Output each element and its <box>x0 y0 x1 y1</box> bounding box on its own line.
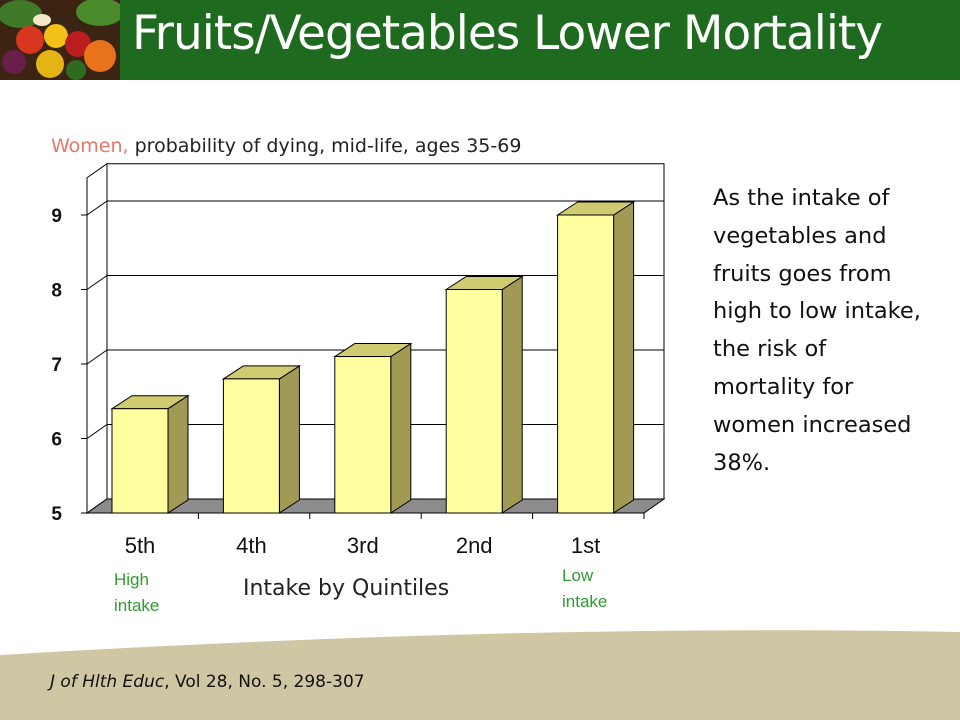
chart-subtitle: Women, probability of dying, mid-life, a… <box>51 135 521 157</box>
x-category-label: 3rd <box>347 533 379 558</box>
bar-2nd <box>445 289 503 514</box>
header-bar <box>0 0 960 80</box>
y-tick-label: 9 <box>51 206 62 227</box>
x-category-label: 5th <box>125 533 156 558</box>
bar-side <box>278 364 300 514</box>
citation-details: , Vol 28, No. 5, 298-307 <box>164 672 365 692</box>
y-tick-label: 7 <box>51 355 62 376</box>
bar-side <box>390 342 412 514</box>
vegetables-photo-icon <box>0 0 120 80</box>
x-category-label: 4th <box>236 533 267 558</box>
bar-1st <box>557 214 615 514</box>
high-intake-note: High intake <box>114 570 160 615</box>
gridline <box>86 275 664 290</box>
y-tick-label: 6 <box>51 430 62 451</box>
side-description: As the intake of vegetables and fruits g… <box>713 185 921 476</box>
citation: J of Hlth Educ, Vol 28, No. 5, 298-307 <box>50 672 365 692</box>
bar-5th <box>111 408 169 514</box>
bar-3rd <box>334 356 392 514</box>
chart-side-wall <box>86 162 108 514</box>
bar-side <box>501 275 523 514</box>
bar-4th <box>222 378 280 514</box>
page-title: Fruits/Vegetables Lower Mortality <box>132 6 883 61</box>
y-tick-label: 8 <box>51 281 62 302</box>
citation-journal: J of Hlth Educ <box>50 672 165 692</box>
gridline <box>86 200 664 216</box>
low-intake-note: Low intake <box>562 566 608 611</box>
x-category-label: 1st <box>571 533 600 558</box>
subtitle-accent: Women, <box>51 135 129 157</box>
y-tick-label: 5 <box>51 504 62 525</box>
subtitle-text: probability of dying, mid-life, ages 35-… <box>128 135 522 157</box>
x-axis-label: Intake by Quintiles <box>243 576 450 601</box>
x-category-label: 2nd <box>456 533 493 558</box>
bar-side <box>167 394 189 514</box>
bar-side <box>613 201 635 514</box>
